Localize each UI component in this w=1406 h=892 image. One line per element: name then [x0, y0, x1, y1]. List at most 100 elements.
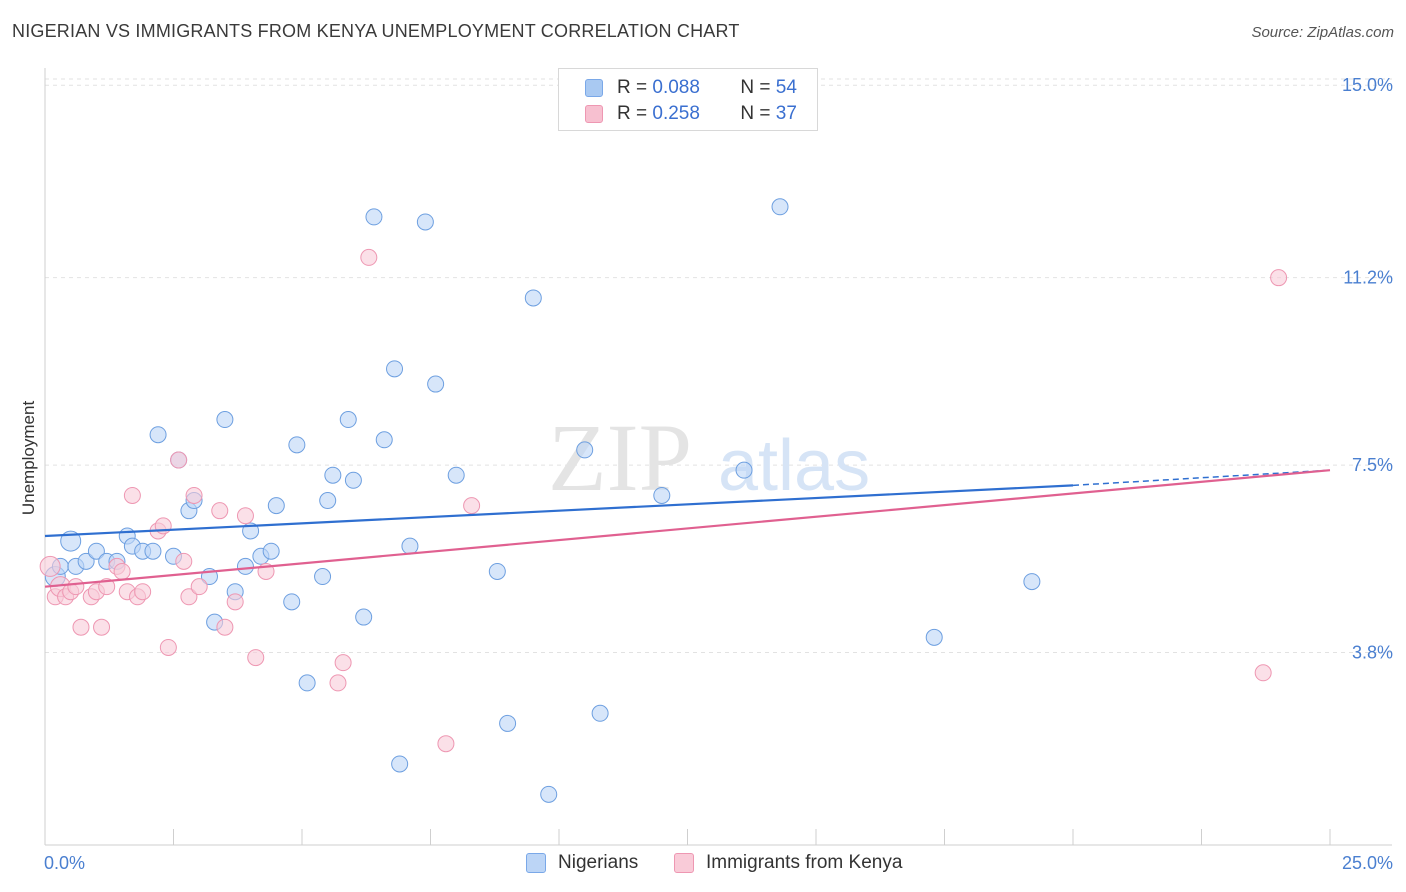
legend-swatch-kenya: [674, 853, 694, 873]
legend-n-label: N =: [740, 103, 771, 124]
legend-row-kenya: R = 0.258 N = 37: [585, 103, 797, 125]
point-nigerians: [216, 411, 234, 429]
point-nigerians: [653, 486, 671, 504]
point-kenya: [329, 674, 347, 692]
point-kenya: [67, 578, 85, 596]
point-nigerians: [149, 426, 167, 444]
point-kenya: [216, 618, 234, 636]
point-nigerians: [77, 552, 95, 570]
legend-r-value: 0.088: [652, 77, 700, 98]
point-nigerians: [355, 608, 373, 626]
point-kenya: [185, 486, 203, 504]
point-nigerians: [344, 471, 362, 489]
source-label: Source: ZipAtlas.com: [1251, 24, 1394, 41]
point-kenya: [334, 654, 352, 672]
series-legend: Nigerians Immigrants from Kenya: [0, 852, 1406, 876]
point-kenya: [1270, 269, 1288, 287]
legend-swatch-kenya: [585, 105, 603, 123]
watermark: ZIP atlas: [548, 404, 870, 511]
point-nigerians: [540, 785, 558, 803]
legend-item-nigerians: Nigerians: [526, 852, 638, 874]
point-nigerians: [87, 542, 105, 560]
legend-swatch-nigerians: [585, 79, 603, 97]
point-kenya: [247, 649, 265, 667]
stats-legend: R = 0.088 N = 54 R = 0.258 N = 37: [558, 68, 818, 131]
x-tick-label: 0.0%: [44, 853, 85, 873]
point-nigerians: [925, 628, 943, 646]
point-nigerians: [386, 360, 404, 378]
trend-lines: [44, 469, 1331, 588]
point-kenya: [463, 497, 481, 515]
point-nigerians: [375, 431, 393, 449]
point-kenya: [170, 451, 188, 469]
point-nigerians: [298, 674, 316, 692]
point-kenya: [72, 618, 90, 636]
point-nigerians: [1023, 573, 1041, 591]
legend-label-nigerians: Nigerians: [558, 852, 639, 873]
legend-n-label: N =: [740, 77, 771, 98]
point-kenya: [211, 502, 229, 520]
axes: [44, 68, 1392, 846]
legend-row-nigerians: R = 0.088 N = 54: [585, 77, 797, 99]
point-kenya: [190, 578, 208, 596]
trend-line-kenya: [44, 469, 1331, 588]
y-tick-label: 3.8%: [1352, 643, 1393, 663]
point-nigerians: [771, 198, 789, 216]
point-nigerians: [427, 375, 445, 393]
y-tick-label: 7.5%: [1352, 455, 1393, 475]
point-kenya: [236, 507, 254, 525]
point-nigerians: [401, 537, 419, 555]
point-nigerians: [319, 492, 337, 510]
legend-swatch-nigerians: [526, 853, 546, 873]
point-nigerians: [488, 562, 506, 580]
y-axis-label: Unemployment: [19, 401, 38, 516]
point-nigerians: [576, 441, 594, 459]
chart-title: NIGERIAN VS IMMIGRANTS FROM KENYA UNEMPL…: [12, 21, 740, 41]
point-kenya: [113, 562, 131, 580]
point-nigerians: [499, 714, 517, 732]
point-nigerians: [262, 542, 280, 560]
y-tick-label: 11.2%: [1343, 268, 1393, 288]
data-points: [39, 198, 1288, 803]
point-kenya: [437, 735, 455, 753]
point-nigerians: [365, 208, 383, 226]
trend-line-nigerians: [44, 484, 1074, 538]
point-kenya: [123, 486, 141, 504]
point-nigerians: [339, 411, 357, 429]
point-nigerians: [324, 466, 342, 484]
point-kenya: [226, 593, 244, 611]
point-kenya: [98, 578, 116, 596]
legend-item-kenya: Immigrants from Kenya: [674, 852, 902, 874]
legend-r-label: R =: [617, 77, 648, 98]
point-nigerians: [416, 213, 434, 231]
point-kenya: [93, 618, 111, 636]
x-tick-label: 25.0%: [1342, 853, 1393, 873]
point-nigerians: [314, 568, 332, 586]
point-nigerians: [735, 461, 753, 479]
point-nigerians: [236, 557, 254, 575]
legend-r-label: R =: [617, 103, 648, 124]
point-nigerians: [288, 436, 306, 454]
y-tick-label: 15.0%: [1342, 75, 1393, 95]
point-kenya: [175, 552, 193, 570]
point-nigerians: [591, 704, 609, 722]
legend-n-value: 54: [775, 77, 797, 98]
point-kenya: [159, 638, 177, 656]
point-nigerians: [144, 542, 162, 560]
point-kenya: [1254, 664, 1272, 682]
point-nigerians: [447, 466, 465, 484]
point-kenya: [360, 248, 378, 266]
legend-label-kenya: Immigrants from Kenya: [706, 852, 903, 873]
point-nigerians: [524, 289, 542, 307]
point-nigerians: [267, 497, 285, 515]
tick-labels: 3.8% 7.5% 11.2% 15.0% 0.0% 25.0%: [44, 75, 1393, 873]
point-nigerians: [391, 755, 409, 773]
legend-n-value: 37: [775, 103, 797, 124]
point-kenya: [39, 555, 61, 577]
point-kenya: [134, 583, 152, 601]
watermark-zip: ZIP: [548, 404, 692, 511]
trend-line-nigerians-extension: [1072, 469, 1331, 487]
point-kenya: [180, 588, 198, 606]
point-nigerians: [283, 593, 301, 611]
